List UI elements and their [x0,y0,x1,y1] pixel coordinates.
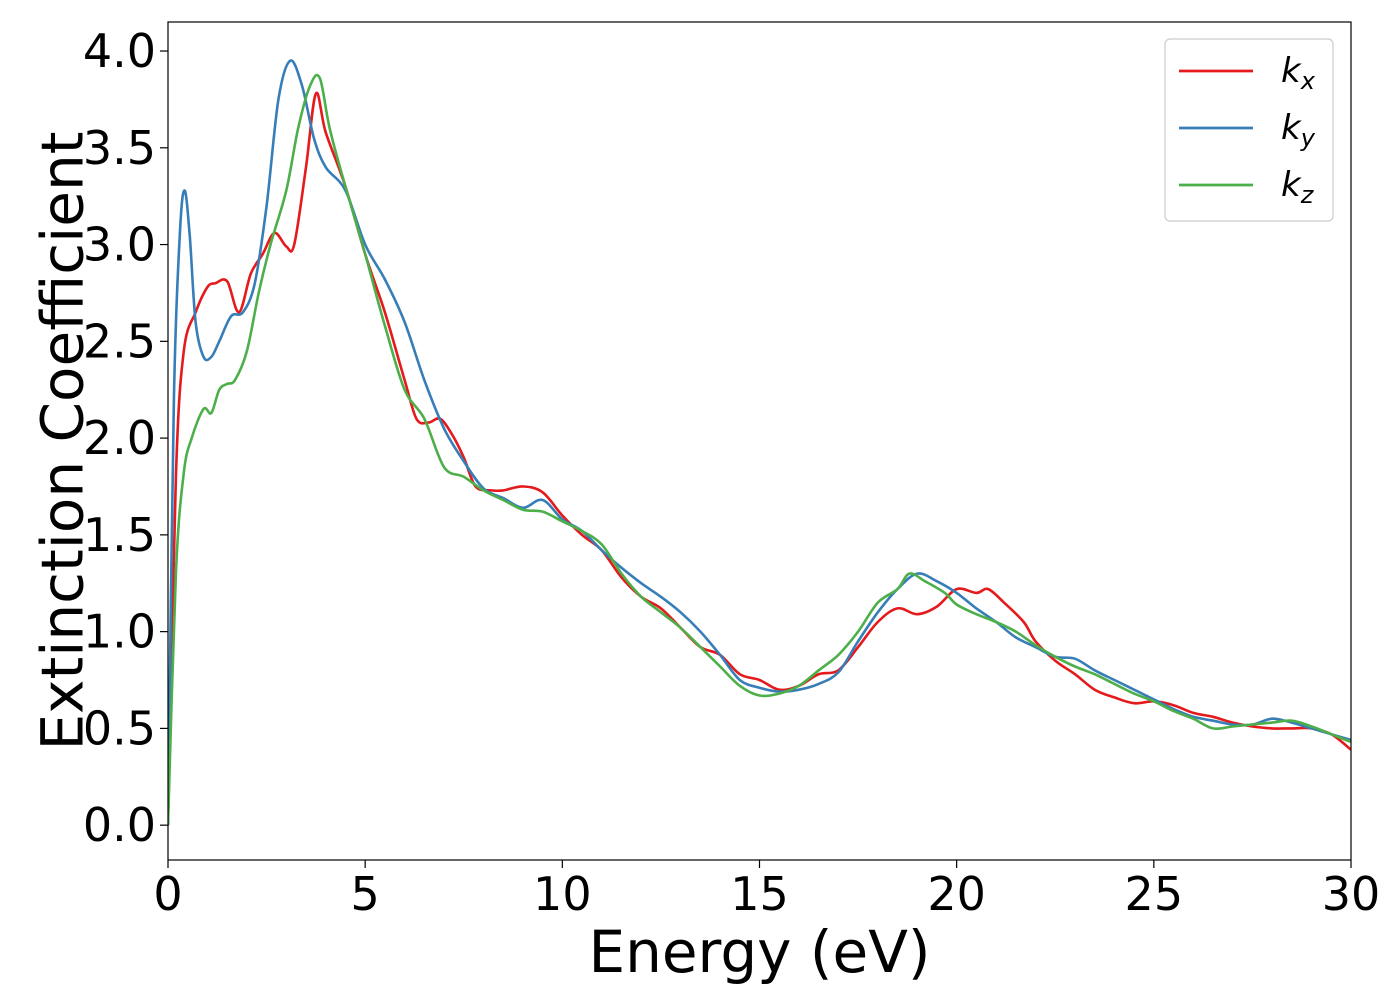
y-tick-label: 4.0 [83,24,156,78]
y-tick-label: 1.0 [83,605,156,659]
legend-label-x: kx [1281,51,1316,95]
y-tick-label: 0.5 [83,701,156,755]
x-tick-label: 15 [730,867,789,921]
y-tick-label: 2.0 [83,411,156,465]
x-tick-label: 25 [1125,867,1184,921]
x-tick-label: 30 [1322,867,1381,921]
legend-box [1164,38,1334,222]
series-line-y [168,59,1351,826]
legend-label-z: kz [1281,165,1315,209]
x-tick-label: 20 [927,867,986,921]
y-tick-label: 1.5 [83,508,156,562]
y-tick-label: 3.0 [83,218,156,272]
y-tick-label: 0.0 [83,798,156,852]
series-layer [168,59,1351,826]
x-tick-label: 0 [153,867,182,921]
y-tick-label: 2.5 [83,314,156,368]
x-tick-label: 5 [351,867,380,921]
legend-label-y: ky [1281,108,1316,152]
series-line-x [168,91,1351,826]
ticks-layer: 0 5 10 15 20 25 30 0.0 0.5 1.0 1.5 2.0 2.5 3.0 3.5 4.0 [83,24,1380,921]
y-axis-label: Extinction Coefficient [28,132,96,751]
y-tick-label: 3.5 [83,121,156,175]
series-line-z [168,73,1351,826]
x-axis-label: Energy (eV) [588,918,930,986]
x-tick-label: 10 [533,867,592,921]
legend: kx ky kz [1164,38,1334,222]
